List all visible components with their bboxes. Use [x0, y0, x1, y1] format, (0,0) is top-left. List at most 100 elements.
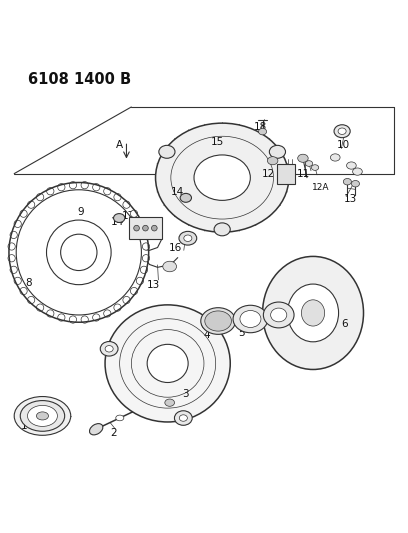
- Ellipse shape: [140, 231, 148, 239]
- Ellipse shape: [27, 201, 35, 208]
- Ellipse shape: [13, 187, 145, 318]
- Ellipse shape: [288, 284, 339, 342]
- Ellipse shape: [36, 412, 49, 420]
- Text: 4: 4: [204, 330, 211, 340]
- Ellipse shape: [202, 316, 220, 330]
- Ellipse shape: [351, 181, 359, 187]
- Ellipse shape: [105, 345, 113, 352]
- Ellipse shape: [240, 311, 261, 327]
- Ellipse shape: [61, 234, 97, 271]
- Ellipse shape: [267, 157, 278, 165]
- Ellipse shape: [206, 320, 215, 327]
- Ellipse shape: [104, 188, 111, 195]
- Ellipse shape: [233, 305, 268, 333]
- Text: 12: 12: [262, 168, 275, 179]
- Bar: [129, 217, 162, 239]
- Ellipse shape: [100, 342, 118, 356]
- Ellipse shape: [105, 305, 230, 422]
- Text: 15: 15: [211, 137, 224, 147]
- Text: 10: 10: [337, 140, 350, 150]
- Ellipse shape: [89, 424, 103, 435]
- Text: 16: 16: [169, 244, 182, 253]
- Text: 8: 8: [25, 278, 32, 288]
- Ellipse shape: [8, 255, 15, 262]
- Ellipse shape: [81, 182, 88, 189]
- Ellipse shape: [269, 146, 286, 158]
- Ellipse shape: [311, 165, 319, 171]
- Text: 2: 2: [110, 428, 116, 438]
- Ellipse shape: [114, 304, 121, 311]
- Ellipse shape: [27, 296, 35, 304]
- Ellipse shape: [36, 193, 44, 201]
- Text: 9: 9: [78, 207, 84, 217]
- Ellipse shape: [140, 266, 148, 273]
- Ellipse shape: [147, 344, 188, 383]
- Text: 5: 5: [239, 328, 245, 338]
- Ellipse shape: [184, 235, 192, 241]
- Ellipse shape: [131, 210, 137, 217]
- Text: 13: 13: [147, 280, 160, 289]
- Ellipse shape: [353, 168, 362, 175]
- Ellipse shape: [298, 154, 308, 163]
- Ellipse shape: [263, 302, 294, 328]
- Ellipse shape: [259, 128, 266, 135]
- Ellipse shape: [163, 261, 177, 272]
- Ellipse shape: [155, 123, 289, 232]
- Ellipse shape: [69, 182, 77, 189]
- Ellipse shape: [346, 162, 356, 169]
- Ellipse shape: [136, 220, 144, 228]
- Ellipse shape: [142, 243, 150, 250]
- Text: 1: 1: [21, 421, 28, 431]
- Ellipse shape: [271, 308, 287, 322]
- Ellipse shape: [114, 193, 121, 201]
- Ellipse shape: [143, 225, 148, 231]
- Ellipse shape: [81, 316, 88, 323]
- Ellipse shape: [142, 255, 150, 262]
- Ellipse shape: [334, 125, 350, 138]
- Ellipse shape: [113, 214, 125, 222]
- Ellipse shape: [14, 220, 21, 228]
- Ellipse shape: [47, 310, 54, 317]
- Ellipse shape: [8, 243, 15, 250]
- Text: 3: 3: [182, 389, 189, 399]
- Ellipse shape: [58, 314, 65, 321]
- Text: 17: 17: [122, 211, 135, 221]
- Ellipse shape: [123, 201, 130, 208]
- Ellipse shape: [179, 231, 197, 245]
- Ellipse shape: [175, 411, 192, 425]
- Ellipse shape: [47, 188, 54, 195]
- Text: 6: 6: [341, 319, 348, 329]
- Ellipse shape: [14, 397, 71, 435]
- Text: 14: 14: [171, 187, 184, 197]
- Ellipse shape: [180, 193, 191, 203]
- Ellipse shape: [14, 277, 21, 285]
- Text: 11: 11: [296, 168, 310, 179]
- Ellipse shape: [93, 183, 100, 191]
- Ellipse shape: [10, 231, 17, 239]
- Ellipse shape: [20, 287, 27, 295]
- Ellipse shape: [104, 310, 111, 317]
- Ellipse shape: [201, 308, 235, 334]
- Ellipse shape: [159, 146, 175, 158]
- Ellipse shape: [338, 128, 346, 134]
- Text: A: A: [115, 140, 123, 150]
- Ellipse shape: [134, 225, 140, 231]
- Ellipse shape: [205, 311, 231, 331]
- Ellipse shape: [93, 314, 100, 321]
- Ellipse shape: [165, 399, 175, 406]
- Ellipse shape: [263, 256, 364, 369]
- Ellipse shape: [302, 300, 325, 326]
- Text: 12A: 12A: [313, 183, 330, 192]
- Ellipse shape: [343, 179, 351, 185]
- Ellipse shape: [10, 266, 17, 273]
- Ellipse shape: [151, 225, 157, 231]
- Text: 6108 1400 B: 6108 1400 B: [28, 72, 131, 87]
- Ellipse shape: [69, 316, 77, 323]
- Bar: [277, 164, 295, 184]
- Ellipse shape: [305, 160, 313, 166]
- Ellipse shape: [214, 223, 230, 236]
- Ellipse shape: [194, 155, 251, 200]
- Ellipse shape: [20, 401, 65, 431]
- Text: 14: 14: [111, 217, 124, 227]
- Ellipse shape: [131, 287, 137, 295]
